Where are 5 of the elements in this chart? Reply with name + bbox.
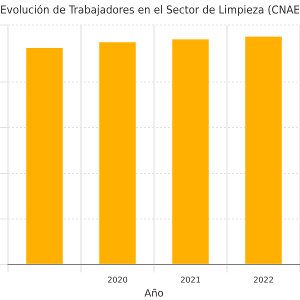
x-tick-label: 2021 (180, 275, 201, 284)
x-tick-label: 2022 (253, 275, 274, 284)
chart-title: Evolución de Trabajadores en el Sector de Limpieza (CNAE (0, 3, 300, 17)
x-axis-title: Año (144, 288, 164, 300)
x-tick-label: 2020 (107, 275, 128, 284)
